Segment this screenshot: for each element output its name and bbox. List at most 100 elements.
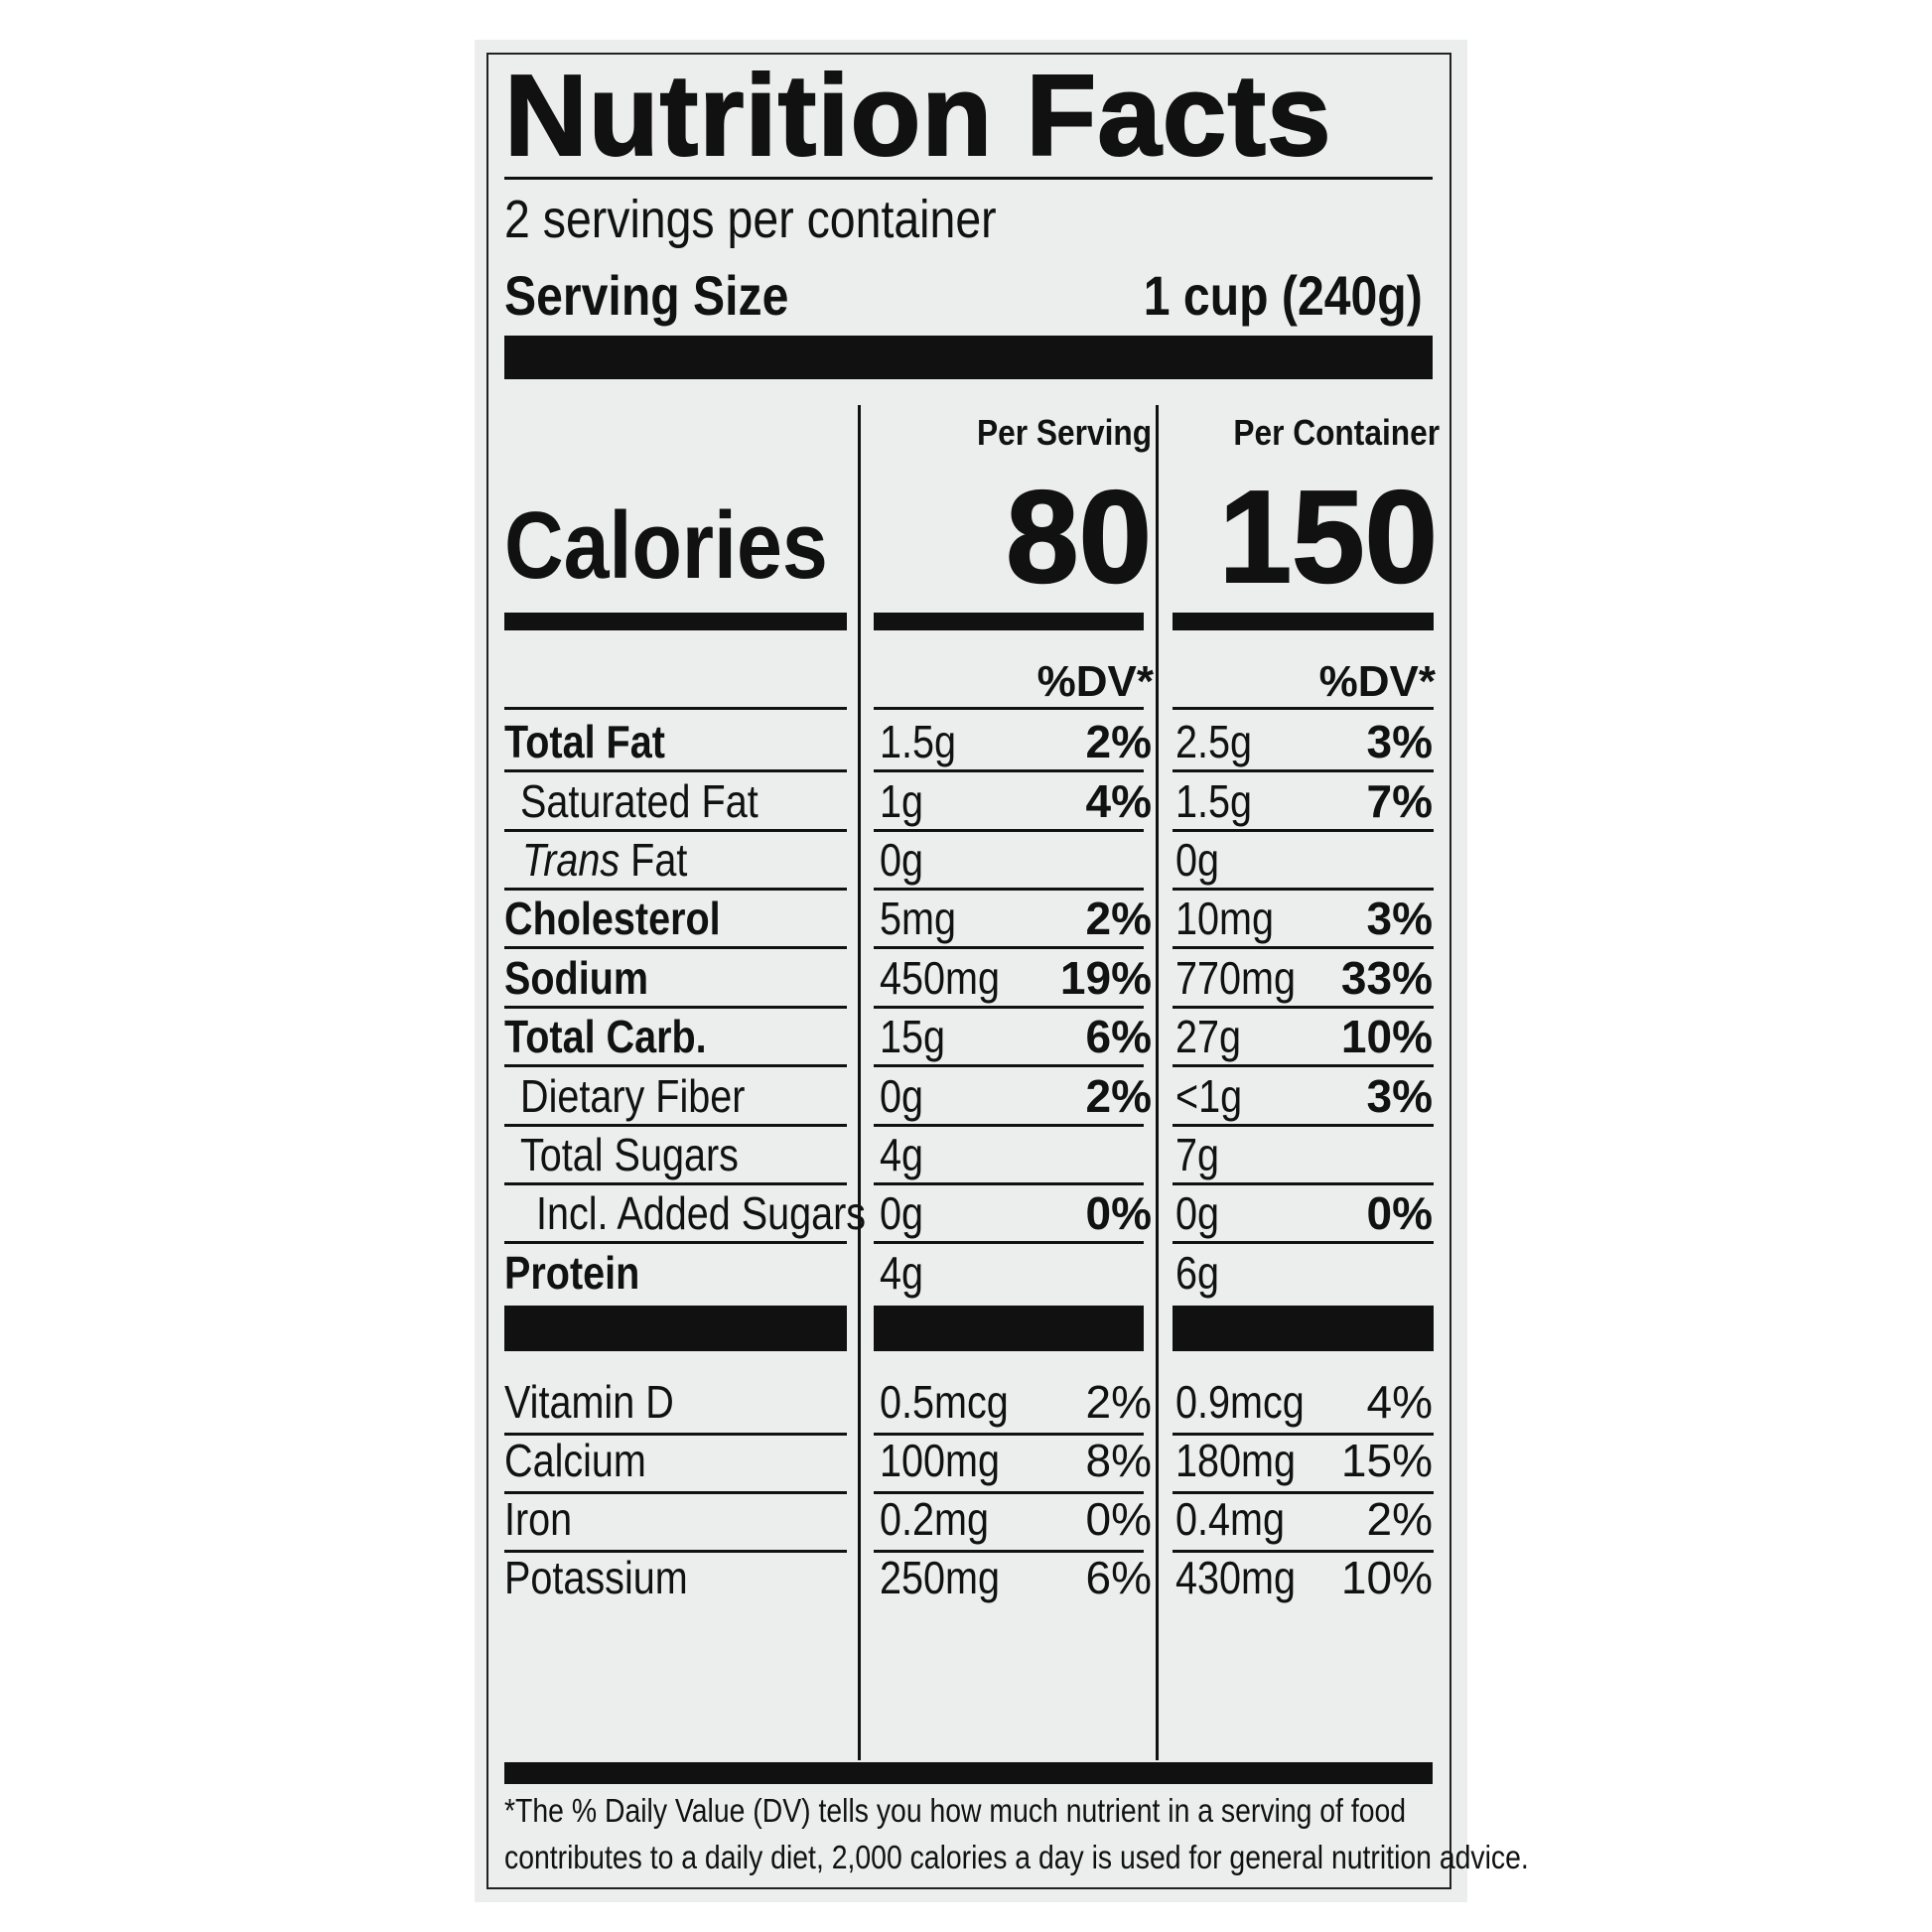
row-divider — [1173, 888, 1434, 891]
container-amount: 1.5g — [1175, 775, 1252, 827]
row-divider — [504, 1241, 847, 1244]
serving-amount: 15g — [880, 1011, 946, 1062]
dv-header-serving: %DV* — [1036, 657, 1154, 706]
row-divider — [1173, 1550, 1434, 1553]
container-amount: <1g — [1175, 1070, 1243, 1122]
container-dv: 15% — [1340, 1435, 1433, 1486]
container-amount: 430mg — [1175, 1552, 1296, 1603]
serving-dv: 2% — [1085, 716, 1152, 767]
vitamin-name: Potassium — [504, 1552, 688, 1603]
serving-dv: 6% — [1085, 1552, 1152, 1603]
serving-amount: 0g — [880, 1070, 924, 1122]
serving-dv: 19% — [1059, 952, 1152, 1004]
container-dv: 0% — [1366, 1187, 1433, 1239]
row-divider — [1173, 1433, 1434, 1436]
row-divider — [504, 1182, 847, 1185]
container-amount: 2.5g — [1175, 716, 1252, 767]
row-divider — [874, 829, 1144, 832]
row-divider — [874, 769, 1144, 772]
row-divider — [874, 707, 1144, 710]
nutrient-name: Protein — [504, 1247, 640, 1299]
container-dv: 3% — [1366, 1070, 1433, 1122]
serving-size-label: Serving Size — [504, 264, 789, 327]
serving-amount: 4g — [880, 1247, 924, 1299]
container-amount: 27g — [1175, 1011, 1242, 1062]
serving-amount: 0.5mcg — [880, 1376, 1009, 1428]
serving-amount: 1g — [880, 775, 924, 827]
serving-dv: 6% — [1085, 1011, 1152, 1062]
container-dv: 2% — [1366, 1493, 1433, 1545]
row-divider — [504, 888, 847, 891]
row-divider — [504, 1550, 847, 1553]
vitamin-divider-left — [504, 1306, 847, 1351]
serving-amount: 450mg — [880, 952, 1000, 1004]
serving-amount: 1.5g — [880, 716, 956, 767]
row-divider — [874, 1124, 1144, 1127]
row-divider — [1173, 1491, 1434, 1494]
container-dv: 33% — [1340, 952, 1433, 1004]
row-divider — [504, 1124, 847, 1127]
serving-amount: 100mg — [880, 1435, 1000, 1486]
per-container-header: Per Container — [1233, 412, 1440, 453]
row-divider — [874, 946, 1144, 949]
container-dv: 3% — [1366, 893, 1433, 944]
row-divider — [504, 946, 847, 949]
row-divider — [874, 888, 1144, 891]
calories-per-container: 150 — [1218, 464, 1439, 610]
footnote-line-1: *The % Daily Value (DV) tells you how mu… — [504, 1792, 1407, 1829]
servings-per-container: 2 servings per container — [504, 190, 997, 249]
container-amount: 0g — [1175, 834, 1220, 886]
container-dv: 7% — [1366, 775, 1433, 827]
serving-amount: 250mg — [880, 1552, 1000, 1603]
container-dv: 4% — [1366, 1376, 1433, 1428]
thick-divider-top — [504, 336, 1433, 379]
nutrient-name: Incl. Added Sugars — [536, 1187, 867, 1239]
thick-divider-bottom — [504, 1762, 1433, 1784]
vitamin-divider-right — [1173, 1306, 1434, 1351]
column-separator-2 — [1156, 405, 1159, 1760]
vitamin-name: Iron — [504, 1493, 573, 1545]
serving-amount: 0g — [880, 1187, 924, 1239]
serving-dv: 0% — [1085, 1493, 1152, 1545]
row-divider — [874, 1006, 1144, 1009]
row-divider — [1173, 707, 1434, 710]
row-divider — [1173, 829, 1434, 832]
per-serving-header: Per Serving — [976, 412, 1152, 453]
container-dv: 10% — [1340, 1011, 1433, 1062]
serving-dv: 2% — [1085, 1070, 1152, 1122]
container-amount: 0.9mcg — [1175, 1376, 1305, 1428]
footnote-line-2: contributes to a daily diet, 2,000 calor… — [504, 1839, 1529, 1875]
calories-label: Calories — [504, 492, 828, 599]
row-divider — [504, 1006, 847, 1009]
container-amount: 0g — [1175, 1187, 1220, 1239]
row-divider — [874, 1491, 1144, 1494]
row-divider — [1173, 769, 1434, 772]
nutrient-name-rest: Fat — [620, 834, 688, 886]
nutrient-name: Dietary Fiber — [520, 1070, 746, 1122]
container-dv: 10% — [1340, 1552, 1433, 1603]
label-title: Nutrition Facts — [503, 51, 1332, 180]
row-divider — [1173, 1241, 1434, 1244]
row-divider — [874, 1550, 1144, 1553]
calories-per-serving: 80 — [1005, 464, 1153, 610]
row-divider — [874, 1241, 1144, 1244]
row-divider — [1173, 1064, 1434, 1067]
container-amount: 7g — [1175, 1129, 1220, 1180]
serving-amount: 0g — [880, 834, 924, 886]
row-divider — [874, 1182, 1144, 1185]
serving-dv: 0% — [1085, 1187, 1152, 1239]
row-divider — [504, 1433, 847, 1436]
calories-divider-mid — [874, 613, 1144, 630]
row-divider — [1173, 1182, 1434, 1185]
serving-amount: 4g — [880, 1129, 924, 1180]
column-separator-1 — [858, 405, 861, 1760]
container-amount: 6g — [1175, 1247, 1220, 1299]
row-divider — [1173, 1006, 1434, 1009]
nutrient-name: Saturated Fat — [520, 775, 759, 827]
nutrient-name-italic: Trans — [522, 834, 621, 886]
serving-dv: 8% — [1085, 1435, 1152, 1486]
serving-dv: 2% — [1085, 1376, 1152, 1428]
row-divider — [504, 1491, 847, 1494]
row-divider — [874, 1433, 1144, 1436]
nutrition-label: Nutrition Facts 2 servings per container… — [475, 40, 1529, 1902]
